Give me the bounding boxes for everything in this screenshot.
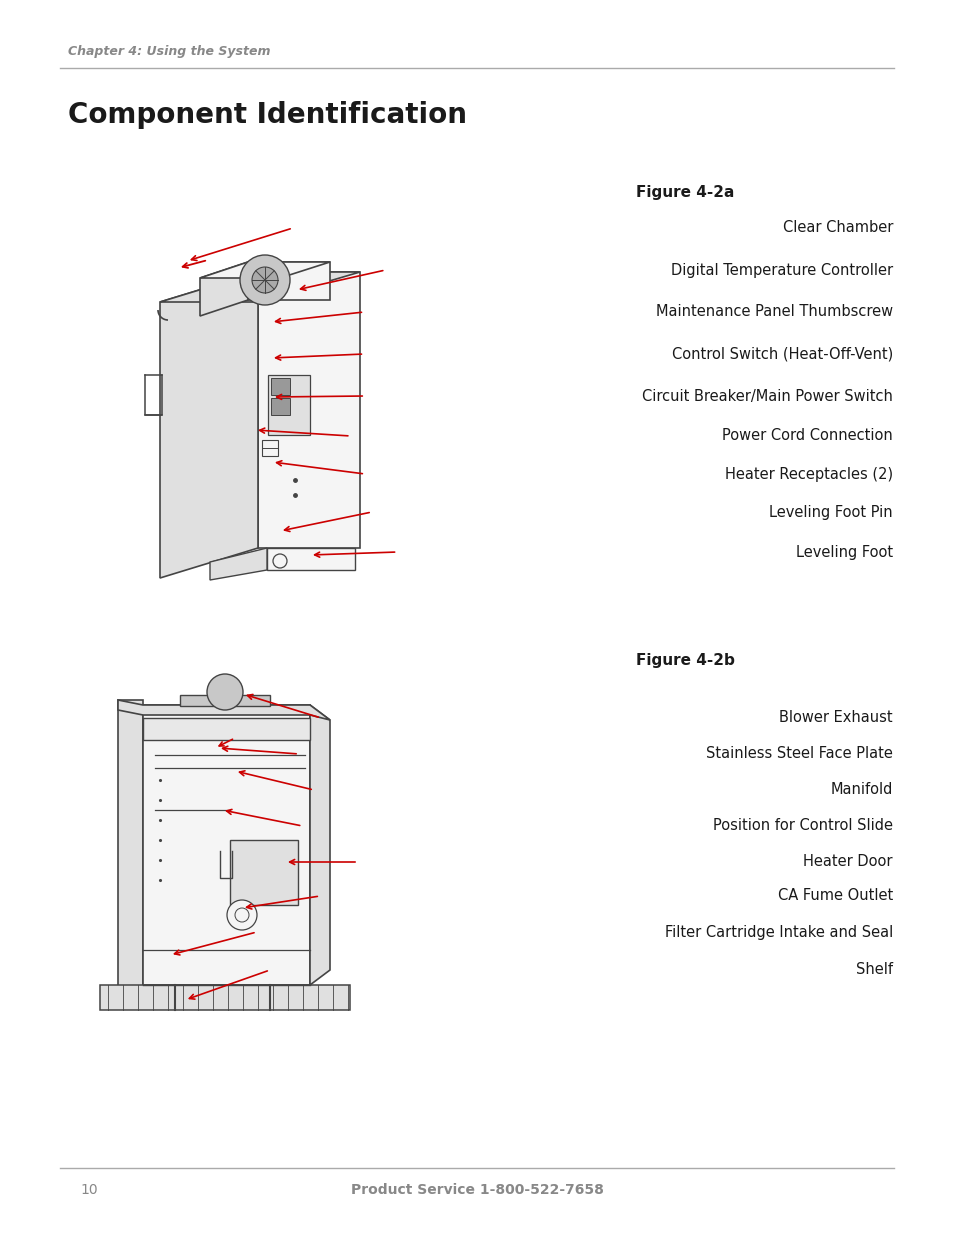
Text: 10: 10 [80, 1183, 97, 1197]
Polygon shape [143, 718, 310, 740]
Polygon shape [160, 272, 359, 303]
Text: Component Identification: Component Identification [68, 101, 467, 128]
Text: Leveling Foot Pin: Leveling Foot Pin [768, 505, 892, 520]
Text: Chapter 4: Using the System: Chapter 4: Using the System [68, 46, 271, 58]
Polygon shape [118, 700, 330, 720]
Text: Power Cord Connection: Power Cord Connection [721, 429, 892, 443]
Text: Clear Chamber: Clear Chamber [781, 221, 892, 236]
Text: Leveling Foot: Leveling Foot [795, 545, 892, 559]
Polygon shape [118, 700, 143, 990]
Polygon shape [310, 705, 330, 986]
Text: Filter Cartridge Intake and Seal: Filter Cartridge Intake and Seal [664, 925, 892, 940]
Text: Figure 4-2b: Figure 4-2b [635, 652, 734, 667]
Text: Circuit Breaker/Main Power Switch: Circuit Breaker/Main Power Switch [641, 389, 892, 404]
Circle shape [207, 674, 243, 710]
Polygon shape [200, 262, 330, 278]
Polygon shape [143, 705, 310, 986]
Circle shape [252, 267, 277, 293]
Text: Manifold: Manifold [830, 783, 892, 798]
Circle shape [240, 254, 290, 305]
Polygon shape [267, 548, 355, 571]
Polygon shape [248, 262, 330, 300]
Polygon shape [271, 378, 290, 395]
Circle shape [227, 900, 256, 930]
Polygon shape [210, 548, 267, 580]
Polygon shape [257, 272, 359, 548]
Text: Maintenance Panel Thumbscrew: Maintenance Panel Thumbscrew [655, 305, 892, 320]
Text: Blower Exhaust: Blower Exhaust [779, 710, 892, 725]
Text: Figure 4-2a: Figure 4-2a [635, 184, 734, 200]
Text: Stainless Steel Face Plate: Stainless Steel Face Plate [705, 746, 892, 762]
Polygon shape [200, 262, 248, 316]
Text: Product Service 1-800-522-7658: Product Service 1-800-522-7658 [350, 1183, 603, 1197]
Polygon shape [268, 375, 310, 435]
Text: Heater Door: Heater Door [802, 855, 892, 869]
Polygon shape [230, 840, 297, 905]
Polygon shape [271, 398, 290, 415]
Text: Position for Control Slide: Position for Control Slide [712, 819, 892, 834]
Text: Digital Temperature Controller: Digital Temperature Controller [670, 263, 892, 278]
Polygon shape [160, 272, 257, 578]
Text: Shelf: Shelf [855, 962, 892, 977]
Polygon shape [100, 986, 350, 1010]
Polygon shape [180, 695, 270, 706]
Text: Control Switch (Heat-Off-Vent): Control Switch (Heat-Off-Vent) [671, 347, 892, 362]
Text: CA Fume Outlet: CA Fume Outlet [777, 888, 892, 904]
Text: Heater Receptacles (2): Heater Receptacles (2) [724, 467, 892, 482]
